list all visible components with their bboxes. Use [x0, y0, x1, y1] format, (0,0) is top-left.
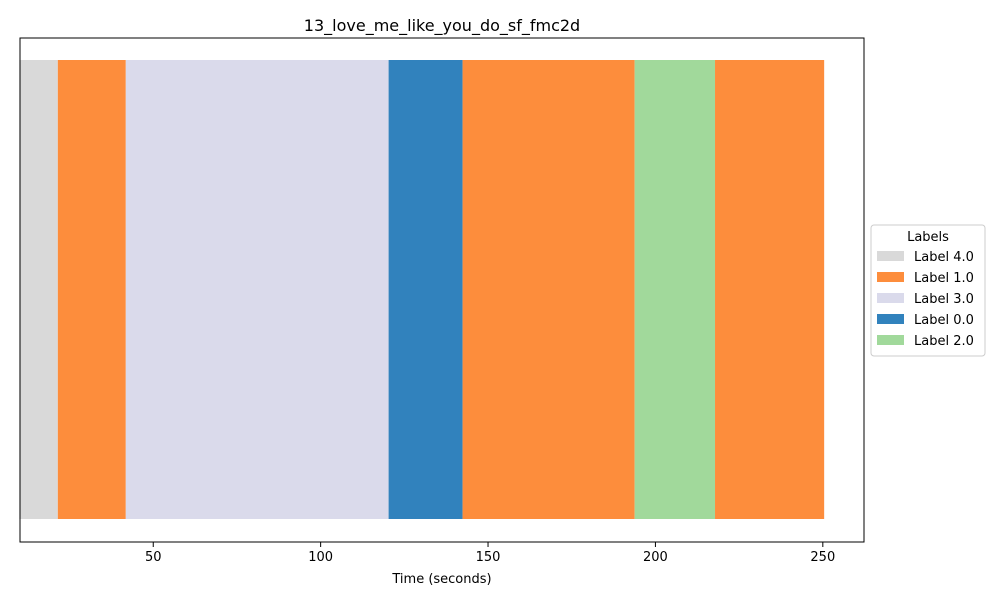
segment-bar-5 [462, 60, 635, 519]
x-axis-label: Time (seconds) [391, 572, 491, 587]
x-tick-label: 100 [308, 550, 333, 565]
segment-bar-7 [715, 60, 825, 519]
legend-swatch [877, 335, 904, 345]
legend-entries: Label 4.0 Label 1.0 Label 3.0 Label 0.0 Labe… [877, 250, 974, 349]
x-tick-label: 150 [476, 550, 501, 565]
x-tick-label: 200 [643, 550, 668, 565]
legend-label: Label 1.0 [914, 271, 974, 286]
chart-title: 13_love_me_like_you_do_sf_fmc2d [304, 16, 580, 36]
legend-swatch [877, 251, 904, 261]
legend-swatch [877, 314, 904, 324]
x-tick-label: 50 [145, 550, 162, 565]
segment-bar-3 [125, 60, 389, 519]
legend-label: Label 4.0 [914, 250, 974, 265]
segment-bar-6 [634, 60, 716, 519]
x-axis: 50 100 150 200 250 [145, 542, 835, 565]
plot-frame [19, 37, 865, 543]
legend-label: Label 2.0 [914, 334, 974, 349]
legend-label: Label 0.0 [914, 313, 974, 328]
legend-title: Labels [907, 230, 949, 245]
segment-bar-2 [57, 60, 126, 519]
segment-bar-1 [19, 60, 58, 519]
x-tick-label: 250 [810, 550, 835, 565]
legend-swatch [877, 293, 904, 303]
legend-label: Label 3.0 [914, 292, 974, 307]
segments-group [19, 60, 825, 519]
segment-bar-4 [388, 60, 463, 519]
legend-swatch [877, 272, 904, 282]
